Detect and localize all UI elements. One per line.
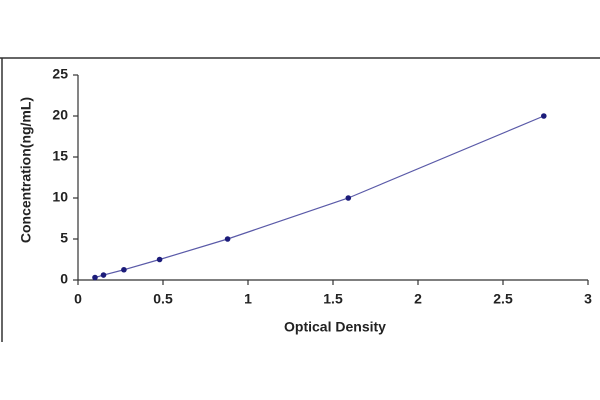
data-point: [100, 272, 107, 278]
y-tick-label: 0: [60, 271, 68, 287]
data-point: [345, 195, 352, 201]
y-tick-label: 5: [60, 230, 68, 246]
x-tick-label: 3: [584, 291, 592, 307]
x-tick-label: 0.5: [153, 291, 173, 307]
x-tick-label: 1: [244, 291, 252, 307]
x-tick-label: 0: [74, 291, 82, 307]
x-axis-label: Optical Density: [284, 319, 386, 335]
data-point: [121, 266, 127, 273]
data-point: [541, 113, 547, 119]
x-tick-label: 2.5: [493, 291, 513, 307]
curve: [94, 115, 545, 279]
data-point: [224, 236, 231, 242]
data-point: [92, 274, 98, 281]
x-tick-label: 2: [414, 291, 422, 307]
y-tick-label: 15: [52, 148, 68, 164]
y-tick-label: 20: [52, 107, 68, 123]
y-axis-label: Concentration(ng/mL): [18, 97, 34, 243]
x-tick-label: 1.5: [323, 291, 343, 307]
y-tick-label: 25: [52, 66, 68, 82]
data-point: [156, 256, 163, 263]
y-tick-label: 10: [52, 189, 68, 205]
